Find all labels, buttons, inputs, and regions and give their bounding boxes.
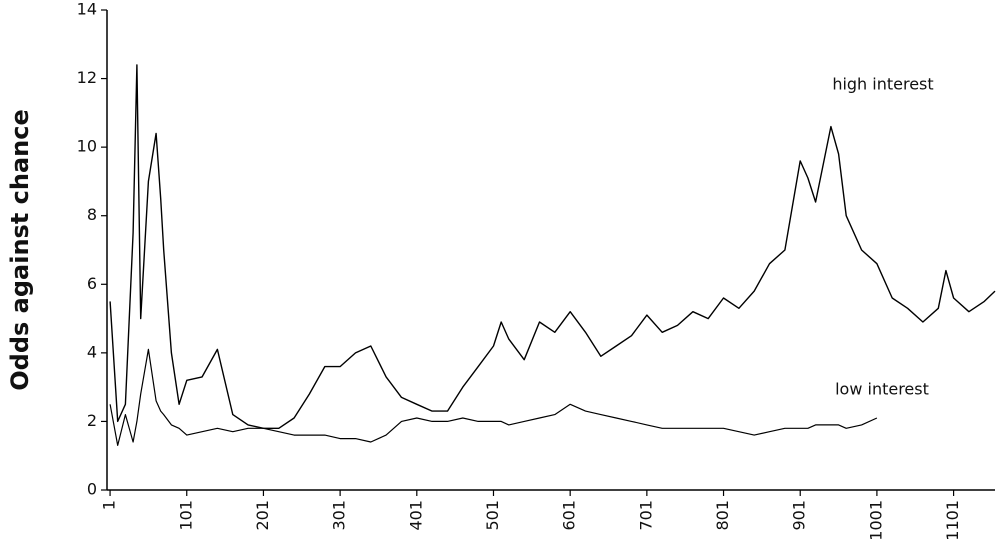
x-tick-label: 1101 <box>943 500 962 541</box>
x-tick-label: 901 <box>790 500 809 531</box>
y-tick-label: 12 <box>77 68 97 87</box>
x-tick-label: 1 <box>100 500 119 510</box>
y-tick-label: 2 <box>87 411 97 430</box>
x-tick-label: 601 <box>560 500 579 531</box>
y-axis-label: Odds against chance <box>6 109 34 391</box>
x-tick-label: 1001 <box>866 500 885 541</box>
x-tick-label: 101 <box>176 500 195 531</box>
annotation: high interest <box>832 75 933 94</box>
x-tick-label: 801 <box>713 500 732 531</box>
annotation: low interest <box>835 380 929 399</box>
x-tick-label: 701 <box>636 500 655 531</box>
series-line <box>109 348 878 446</box>
x-tick-label: 201 <box>253 500 272 531</box>
y-tick-label: 0 <box>87 480 97 499</box>
x-tick-label: 501 <box>483 500 502 531</box>
x-tick-label: 301 <box>330 500 349 531</box>
y-tick-label: 14 <box>77 0 97 19</box>
y-tick-label: 4 <box>87 342 97 361</box>
x-tick-label: 401 <box>406 500 425 531</box>
series-line <box>109 64 996 429</box>
y-tick-label: 6 <box>87 274 97 293</box>
y-tick-label: 8 <box>87 205 97 224</box>
y-tick-label: 10 <box>77 137 97 156</box>
